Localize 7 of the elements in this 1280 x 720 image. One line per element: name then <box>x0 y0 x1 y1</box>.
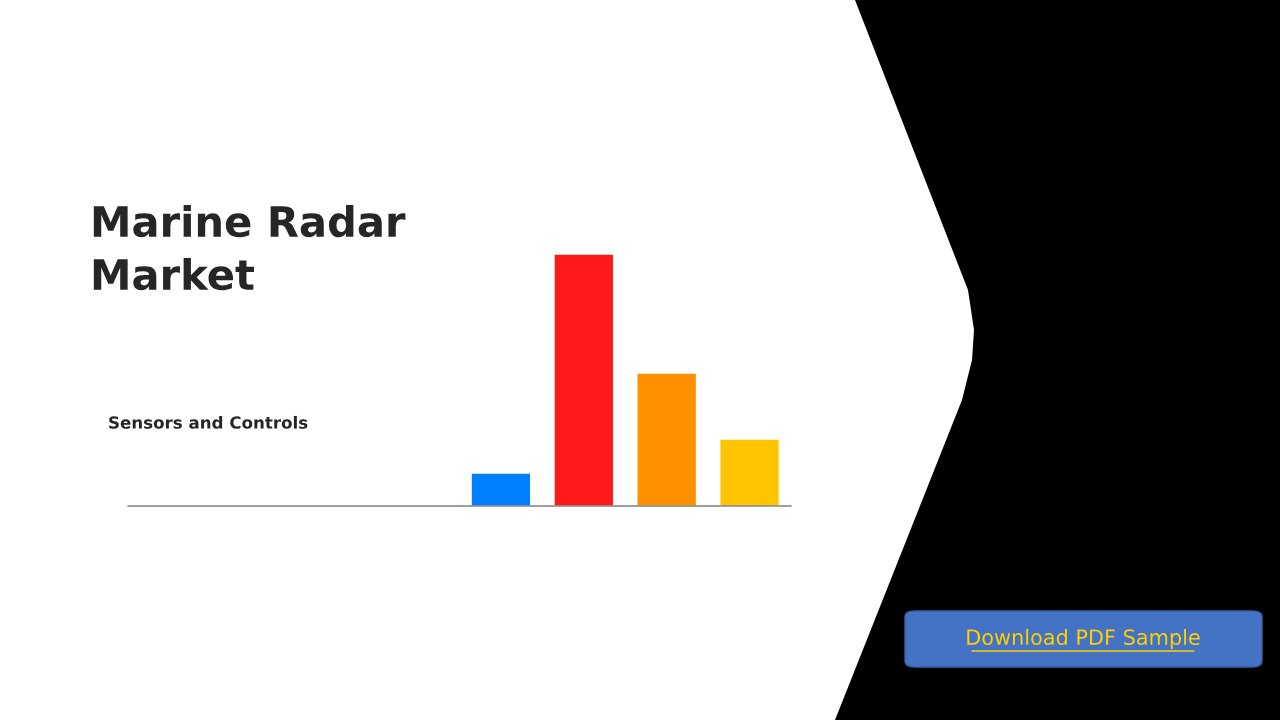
text: Sensors and Controls <box>109 415 308 429</box>
text: Download PDF Sample <box>967 628 1200 650</box>
chart-title: Marine Radar Market <box>93 205 406 291</box>
bar <box>553 254 615 506</box>
bar <box>636 372 698 506</box>
bar <box>470 472 532 506</box>
bar <box>719 438 781 506</box>
